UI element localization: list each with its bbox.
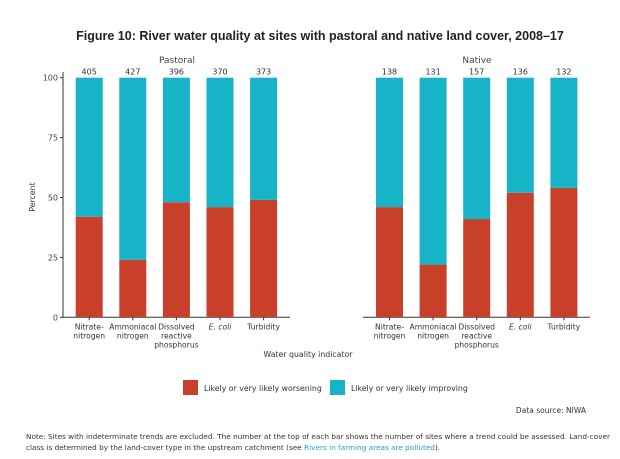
legend-label-improving: Likely or very likely improving (351, 384, 468, 393)
y-tick-label: 75 (48, 134, 58, 143)
pastoral-bar-worsening (206, 207, 234, 318)
x-axis-title: Water quality indicator (264, 350, 354, 359)
native-bar-worsening (506, 192, 534, 318)
x-tick-label: phosphorus (454, 340, 498, 349)
note-end: ). (434, 443, 441, 452)
pastoral-bar-improving (162, 77, 190, 203)
pastoral-count-label: 405 (82, 68, 97, 77)
x-tick-label: Ammoniacal (109, 322, 156, 331)
pastoral-count-label: 373 (256, 68, 271, 77)
x-tick-label: Nitrate- (375, 322, 404, 331)
pastoral-bar-improving (206, 77, 234, 208)
footnote: Note: Sites with indeterminate trends ar… (26, 431, 616, 453)
native-bar-worsening (419, 264, 447, 318)
native-count-label: 157 (469, 68, 484, 77)
native-count-label: 136 (513, 68, 528, 77)
x-tick-label: Turbidity (547, 322, 581, 331)
native-count-label: 132 (556, 68, 571, 77)
pastoral-bar-improving (75, 77, 103, 217)
note-text: Note: Sites with indeterminate trends ar… (26, 432, 610, 452)
pastoral-count-label: 427 (125, 68, 140, 77)
native-bar-worsening (550, 187, 578, 318)
x-tick-label: Nitrate- (75, 322, 104, 331)
panel-title-native: Native (462, 56, 492, 66)
x-tick-label: phosphorus (154, 340, 198, 349)
y-tick-label: 0 (53, 313, 58, 322)
data-source: Data source: NIWA (515, 406, 586, 415)
chart-title: Figure 10: River water quality at sites … (76, 29, 564, 43)
native-bar-worsening (376, 207, 403, 318)
pastoral-count-label: 396 (169, 68, 184, 77)
y-tick-label: 25 (48, 253, 58, 262)
x-tick-label: nitrogen (374, 331, 406, 340)
native-bar-improving (463, 77, 491, 220)
native-bar-improving (550, 77, 578, 188)
y-tick-label: 100 (43, 74, 58, 83)
x-tick-label: E. coli (209, 322, 233, 331)
pastoral-bar-improving (119, 77, 147, 260)
pastoral-count-label: 370 (212, 68, 227, 77)
legend: Likely or very likely worsening Likely o… (183, 380, 468, 395)
pastoral-bar-worsening (75, 216, 103, 318)
pastoral-bar-worsening (250, 199, 278, 318)
native-bar-improving (419, 77, 447, 265)
native-bar-improving (506, 77, 534, 193)
x-tick-label: nitrogen (117, 331, 149, 340)
native-count-label: 138 (382, 68, 397, 77)
y-axis-title: Percent (28, 182, 37, 211)
x-tick-label: reactive (161, 331, 192, 340)
native-panel: Native 138Nitrate-nitrogen131Ammoniacaln… (363, 56, 590, 349)
x-tick-label: Ammoniacal (410, 322, 457, 331)
native-bar-improving (376, 77, 403, 208)
legend-label-worsening: Likely or very likely worsening (204, 384, 322, 393)
x-tick-label: Turbidity (246, 322, 280, 331)
native-bar-worsening (463, 219, 491, 318)
note-link[interactable]: Rivers in farming areas are polluted (304, 443, 435, 452)
x-tick-label: nitrogen (73, 331, 105, 340)
pastoral-bar-improving (250, 77, 278, 200)
pastoral-bar-worsening (162, 202, 190, 318)
pastoral-bar-worsening (119, 259, 147, 318)
legend-swatch-worsening (183, 380, 198, 395)
pastoral-panel: Pastoral 0 25 50 75 100 405 Nitrate-nitrogen 42… (43, 56, 290, 349)
x-tick-label: Dissolved (158, 322, 195, 331)
panel-title-pastoral: Pastoral (159, 56, 195, 66)
x-tick-label: Dissolved (458, 322, 495, 331)
legend-swatch-improving (330, 380, 345, 395)
y-tick-label: 50 (48, 194, 58, 203)
native-count-label: 131 (425, 68, 440, 77)
x-tick-label: E. coli (509, 322, 533, 331)
x-tick-label: reactive (461, 331, 492, 340)
x-tick-label: nitrogen (417, 331, 449, 340)
